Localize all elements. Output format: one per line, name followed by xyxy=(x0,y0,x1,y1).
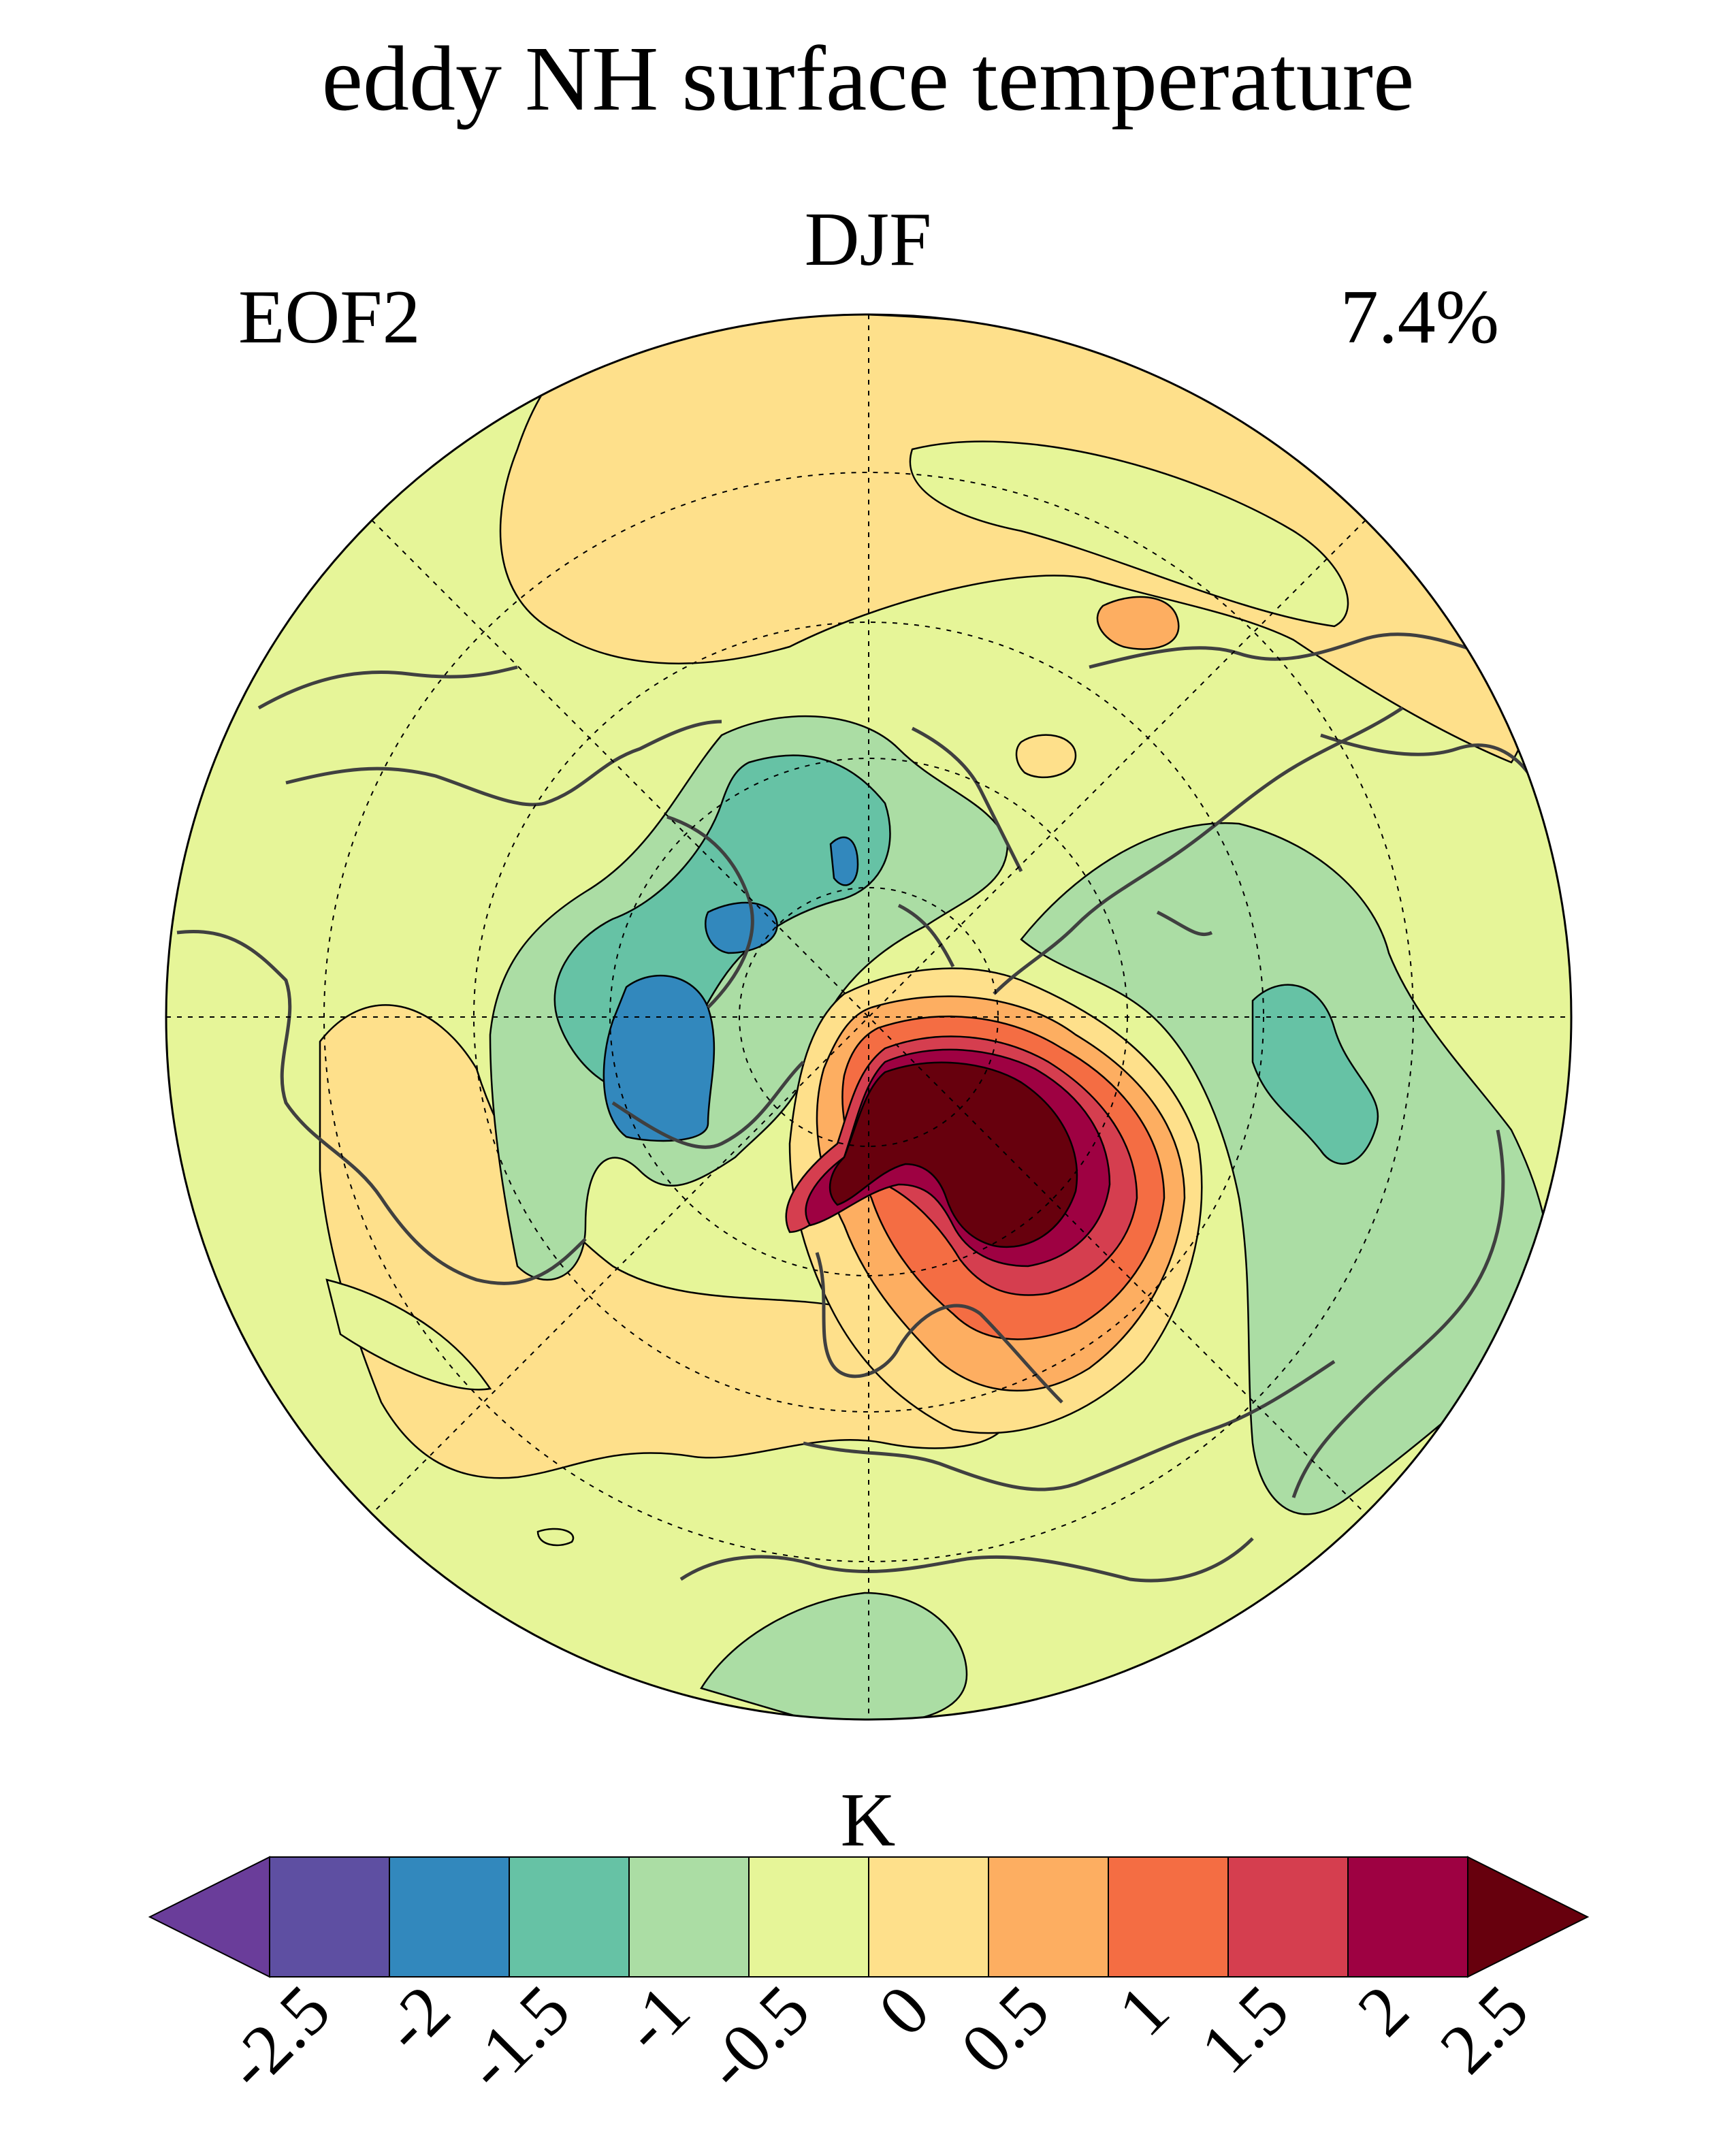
variance-label: 7.4% xyxy=(1340,275,1499,359)
colorbar-tick-label: 2 xyxy=(1343,1971,1424,2051)
colorbar-segment xyxy=(868,1856,989,1978)
colorbar-tick-label: 0 xyxy=(864,1971,944,2051)
figure-title: eddy NH surface temperature xyxy=(321,28,1415,130)
colorbar-segment xyxy=(1347,1856,1468,1978)
colorbar-tick-label: 0.5 xyxy=(946,1971,1064,2088)
anomaly-contour xyxy=(829,836,859,886)
anomaly-contour xyxy=(700,1592,968,1720)
colorbar-tick-label: -1.5 xyxy=(450,1971,585,2105)
season-label: DJF xyxy=(804,197,932,282)
colorbar-segment xyxy=(628,1856,750,1978)
colorbar-tick-label: -1 xyxy=(607,1971,705,2068)
colorbar-segment xyxy=(1108,1856,1229,1978)
anomaly-contour xyxy=(536,1528,575,1547)
anomaly-contour xyxy=(829,1061,1078,1248)
anomaly-contour xyxy=(1251,984,1379,1165)
colorbar-segment xyxy=(389,1856,510,1978)
colorbar-segment xyxy=(269,1856,390,1978)
colorbar-tick-label: 1 xyxy=(1104,1971,1184,2051)
anomaly-contour xyxy=(325,1278,492,1391)
colorbar-segment xyxy=(1227,1856,1349,1978)
colorbar-unit: K xyxy=(840,1778,896,1862)
coastlines xyxy=(176,632,1541,1583)
colorbar-extend-low xyxy=(148,1856,270,1978)
colorbar-segment xyxy=(509,1856,630,1978)
anomaly-contour xyxy=(602,974,716,1142)
colorbar-tick-label: 1.5 xyxy=(1186,1971,1304,2088)
colorbar-tick-label: 2.5 xyxy=(1426,1971,1543,2088)
anomaly-contour xyxy=(909,440,1349,628)
colorbar-tick-label: -0.5 xyxy=(690,1971,824,2105)
anomaly-contour xyxy=(1096,596,1180,650)
anomaly-contour xyxy=(705,901,778,954)
colorbar-tick-label: -2.5 xyxy=(210,1971,345,2105)
anomaly-contour xyxy=(1015,734,1077,779)
colorbar-segment xyxy=(748,1856,869,1978)
graticule xyxy=(166,314,1571,1720)
mode-label: EOF2 xyxy=(238,275,421,359)
colorbar-segment xyxy=(988,1856,1109,1978)
colorbar-tick-label: -2 xyxy=(368,1971,465,2068)
map-boundary xyxy=(165,313,1573,1721)
colorbar-extend-high xyxy=(1467,1856,1590,1978)
